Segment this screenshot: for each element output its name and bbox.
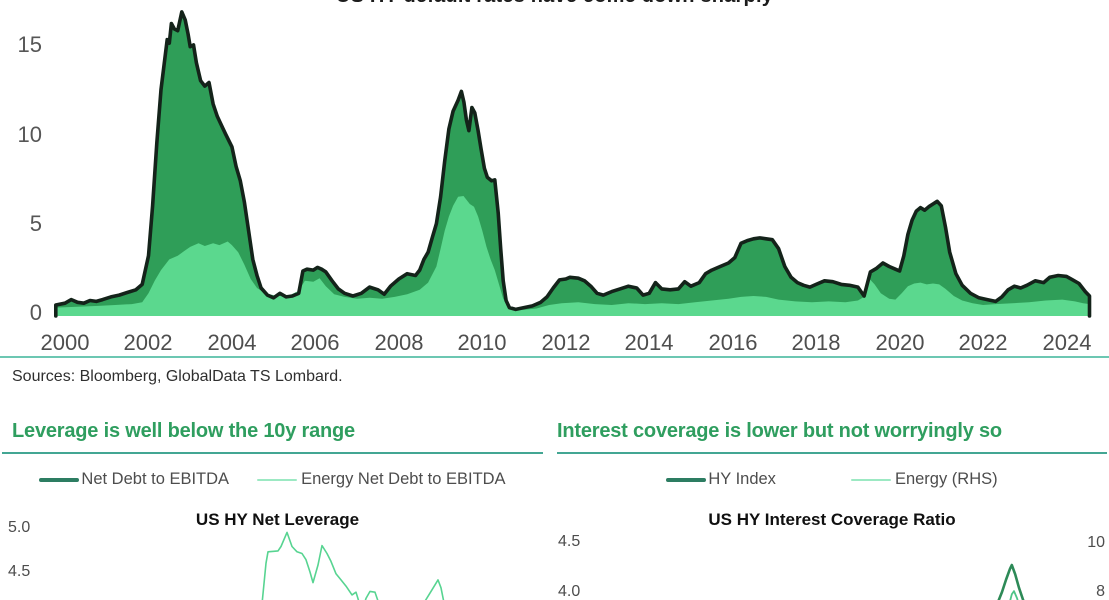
left-y-tick: 5.0 — [8, 519, 31, 536]
left-legend: Net Debt to EBITDA Energy Net Debt to EB… — [0, 470, 545, 489]
top-y-tick: 10 — [17, 122, 42, 147]
right-y-tick-left: 4.0 — [558, 583, 581, 600]
top-x-tick: 2020 — [875, 330, 925, 355]
light-line-swatch-icon — [850, 478, 891, 481]
legend-label: HY Index — [708, 470, 776, 488]
top-x-tick: 2002 — [123, 330, 173, 355]
right-panel-heading: Interest coverage is lower but not worry… — [557, 420, 1002, 442]
top-x-tick: 2022 — [958, 330, 1008, 355]
top-y-tick: 15 — [17, 32, 42, 57]
section-divider — [0, 356, 1109, 358]
legend-label: Energy Net Debt to EBITDA — [301, 470, 506, 488]
top-area-chart-canvas — [54, 10, 1092, 318]
top-x-tick: 2016 — [708, 330, 758, 355]
left-chart-title: US HY Net Leverage — [195, 510, 360, 529]
dark-line-swatch-icon — [666, 477, 707, 482]
top-x-tick: 2010 — [457, 330, 507, 355]
top-chart-title-cropped: US HY default rates have come down sharp… — [0, 0, 1109, 8]
legend-item: Energy (RHS) — [850, 470, 998, 489]
top-x-tick: 2012 — [541, 330, 591, 355]
right-y-tick-left: 4.5 — [558, 533, 581, 550]
top-x-tick: 2014 — [624, 330, 674, 355]
top-x-tick: 2024 — [1042, 330, 1092, 355]
right-y-tick-right: 8 — [1096, 583, 1105, 600]
top-x-tick: 2000 — [40, 330, 90, 355]
left-panel-heading: Leverage is well below the 10y range — [12, 420, 355, 442]
top-y-tick: 5 — [29, 211, 42, 236]
legend-label: Net Debt to EBITDA — [81, 470, 230, 488]
left-heading-rule — [2, 452, 543, 454]
right-chart-title: US HY Interest Coverage Ratio — [708, 510, 956, 529]
bottom-charts-canvas — [261, 531, 1025, 600]
top-x-tick: 2018 — [791, 330, 841, 355]
left-y-tick: 4.5 — [8, 563, 31, 580]
right-legend: HY Index Energy (RHS) — [555, 470, 1109, 489]
light-line-swatch-icon — [257, 478, 298, 481]
legend-item: HY Index — [666, 470, 776, 489]
right-y-tick-right: 10 — [1087, 534, 1105, 551]
legend-item: Energy Net Debt to EBITDA — [257, 470, 506, 489]
legend-label: Energy (RHS) — [894, 470, 998, 488]
right-heading-rule — [557, 452, 1107, 454]
top-x-tick: 2006 — [290, 330, 340, 355]
top-x-tick: 2004 — [207, 330, 257, 355]
sources-text: Sources: Bloomberg, GlobalData TS Lombar… — [12, 368, 343, 385]
top-x-tick: 2008 — [374, 330, 424, 355]
dark-line-swatch-icon — [39, 477, 80, 482]
top-y-tick: 0 — [29, 300, 42, 325]
legend-item: Net Debt to EBITDA — [39, 470, 229, 489]
